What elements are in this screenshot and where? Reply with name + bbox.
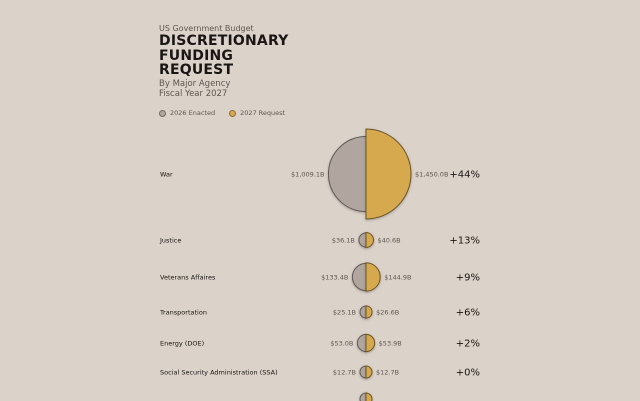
agency-label: Energy (DOE) [160, 340, 204, 348]
enacted-value-label: $1,009.1B [291, 171, 324, 179]
enacted-half-circle [358, 232, 367, 248]
enacted-value-label: $12.7B [333, 369, 356, 377]
change-percent-label: +13% [449, 236, 480, 247]
title-line: DISCRETIONARY [159, 33, 289, 49]
change-percent-label: +2% [456, 339, 480, 350]
request-value-label: $26.6B [376, 309, 399, 317]
legend-item-request: 2027 Request [229, 109, 285, 117]
legend-label-request: 2027 Request [240, 109, 286, 117]
legend: 2026 Enacted 2027 Request [159, 109, 299, 117]
enacted-half-circle [328, 135, 367, 213]
fiscal-year: Fiscal Year 2027 [159, 89, 228, 99]
enacted-value-label: $53.0B [330, 340, 353, 348]
enacted-half-circle [359, 392, 367, 401]
legend-swatch-request [229, 109, 237, 117]
request-half-circle [365, 333, 376, 353]
request-half-circle [365, 365, 373, 379]
request-half-circle [365, 231, 374, 249]
request-half-circle [365, 392, 373, 401]
chart-kicker: US Government Budget [159, 24, 254, 33]
request-half-circle [365, 305, 373, 319]
chart-title: DISCRETIONARY FUNDING REQUEST [159, 34, 339, 78]
enacted-value-label: $36.1B [332, 237, 355, 245]
title-line: FUNDING [159, 47, 234, 64]
request-half-circle [365, 128, 412, 220]
enacted-value-label: $25.1B [333, 309, 356, 317]
agency-label: Social Security Administration (SSA) [160, 369, 278, 377]
enacted-half-circle [359, 305, 367, 319]
change-percent-label: +9% [456, 273, 480, 284]
request-half-circle [365, 262, 381, 292]
legend-label-enacted: 2026 Enacted [170, 109, 216, 117]
change-percent-label: +44% [449, 170, 480, 181]
enacted-half-circle [359, 365, 367, 379]
request-value-label: $40.6B [378, 237, 401, 245]
agency-label: Justice [159, 237, 181, 245]
agency-label: War [160, 171, 173, 179]
request-value-label: $12.7B [376, 369, 399, 377]
request-value-label: $1,450.0B [415, 171, 448, 179]
request-value-label: $53.9B [379, 340, 402, 348]
legend-swatch-enacted [159, 109, 166, 117]
enacted-value-label: $133.4B [321, 274, 348, 282]
chart-subtitle: By Major Agency [159, 79, 231, 89]
enacted-half-circle [351, 262, 367, 292]
agency-label: Transportation [159, 309, 207, 317]
change-percent-label: +6% [456, 308, 480, 319]
enacted-half-circle [357, 333, 367, 353]
legend-item-enacted: 2026 Enacted [159, 109, 215, 117]
agency-label: Veterans Affaires [160, 274, 216, 282]
change-percent-label: +0% [456, 368, 480, 379]
request-value-label: $144.9B [384, 274, 411, 282]
title-line: REQUEST [159, 62, 234, 78]
